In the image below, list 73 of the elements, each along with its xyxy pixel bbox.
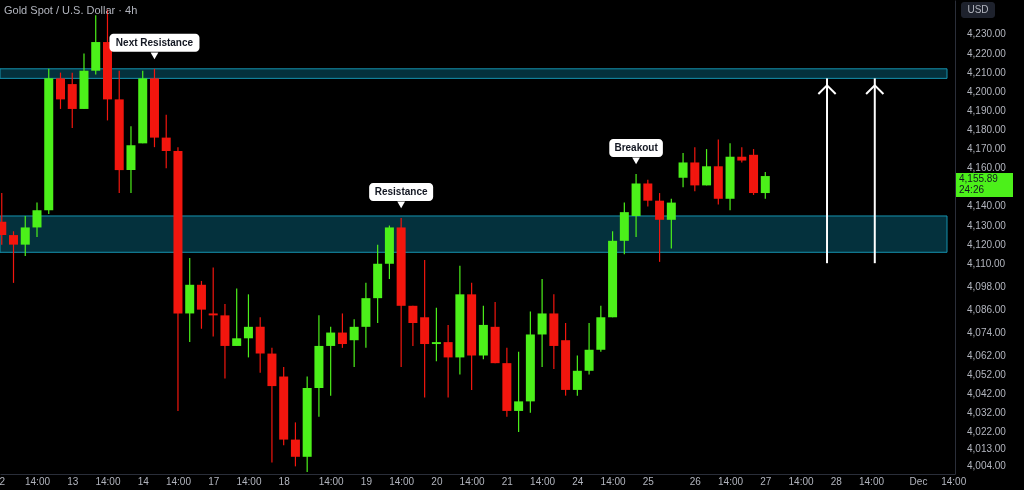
y-tick-label: 4,004.00: [967, 460, 1007, 472]
candlestick: [478, 305, 488, 360]
y-tick-label: 4,022.00: [967, 425, 1007, 437]
y-tick-label: 4,140.00: [967, 200, 1007, 212]
text: 24:26: [959, 184, 985, 196]
x-tick-label: 19: [360, 475, 373, 487]
candlestick: [713, 138, 723, 206]
x-tick-label: 21: [501, 475, 514, 487]
y-tick-label: 4,210.00: [967, 66, 1007, 78]
x-tick-label: 14:00: [788, 475, 814, 487]
y-tick-label: 4,160.00: [967, 162, 1007, 174]
candlestick: [208, 266, 218, 337]
x-tick-label: 25: [642, 475, 655, 487]
x-tick-label: 14:00: [318, 475, 345, 487]
y-tick-label: 4,052.00: [967, 368, 1007, 380]
x-tick-label: 2: [0, 475, 6, 487]
x-tick-label: 14:00: [95, 475, 121, 487]
candlestick: [149, 68, 159, 148]
x-tick-label: 14:00: [459, 475, 486, 487]
annotation: Next Resistance: [115, 36, 194, 48]
x-tick-label: 26: [689, 475, 702, 487]
x-tick-label: 14:00: [859, 475, 885, 487]
candlestick: [255, 316, 265, 374]
y-tick-label: 4,098.00: [967, 280, 1007, 292]
annotation: Resistance: [374, 185, 428, 197]
candlestick: [467, 282, 477, 391]
candlestick: [384, 224, 394, 280]
y-tick-label: 4,062.00: [967, 349, 1007, 361]
y-tick-label: 4,230.00: [967, 28, 1007, 40]
candlestick: [596, 305, 606, 353]
y-tick-label: 4,180.00: [967, 123, 1007, 135]
y-tick-label: 4,074.00: [967, 326, 1007, 338]
candlestick: [619, 202, 629, 255]
candlestick: [431, 307, 441, 362]
y-tick-label: 4,086.00: [967, 303, 1007, 315]
x-tick-label: 14:00: [24, 475, 51, 487]
candlestick: [91, 14, 101, 76]
y-tick-label: 4,130.00: [967, 219, 1007, 231]
candlestick: [20, 215, 30, 257]
candlestick: [643, 179, 653, 208]
candlestick: [514, 351, 524, 433]
chart-title: Gold Spot / U.S. Dollar · 4h: [4, 4, 138, 16]
y-tick-label: 4,042.00: [967, 387, 1007, 399]
y-tick-label: 4,110.00: [967, 257, 1006, 269]
candlestick: [9, 230, 19, 284]
x-tick-label: 14: [137, 475, 150, 487]
y-tick-label: 4,170.00: [967, 143, 1007, 155]
y-tick-label: 4,013.00: [967, 443, 1007, 455]
x-tick-label: 24: [572, 475, 584, 487]
x-tick-label: 14:00: [165, 475, 192, 487]
x-tick-label: 14:00: [530, 475, 556, 487]
y-tick-label: 4,190.00: [967, 104, 1007, 116]
candlestick: [420, 259, 430, 399]
y-tick-label: 4,200.00: [967, 85, 1007, 97]
x-tick-label: 18: [278, 475, 291, 487]
y-tick-label: 4,032.00: [967, 406, 1007, 418]
x-tick-label: 20: [431, 475, 443, 487]
y-axis-title: USD: [967, 4, 989, 15]
x-tick-label: 28: [830, 475, 843, 487]
x-tick-label: 14:00: [718, 475, 744, 487]
candlestick: [232, 288, 242, 347]
x-tick-label: 14:00: [236, 475, 262, 487]
x-tick-label: 27: [760, 475, 772, 487]
x-tick-label: 13: [67, 475, 79, 487]
y-tick-label: 4,120.00: [967, 238, 1007, 250]
y-tick-label: 4,220.00: [967, 47, 1007, 59]
x-tick-label: 14:00: [600, 475, 627, 487]
x-tick-label: Dec: [909, 475, 928, 487]
x-tick-label: 17: [208, 475, 220, 487]
x-tick-label: 14:00: [389, 475, 415, 487]
text: 4,155.89: [959, 173, 999, 185]
x-tick-label: 14:00: [941, 475, 967, 487]
annotation: Breakout: [614, 141, 659, 153]
